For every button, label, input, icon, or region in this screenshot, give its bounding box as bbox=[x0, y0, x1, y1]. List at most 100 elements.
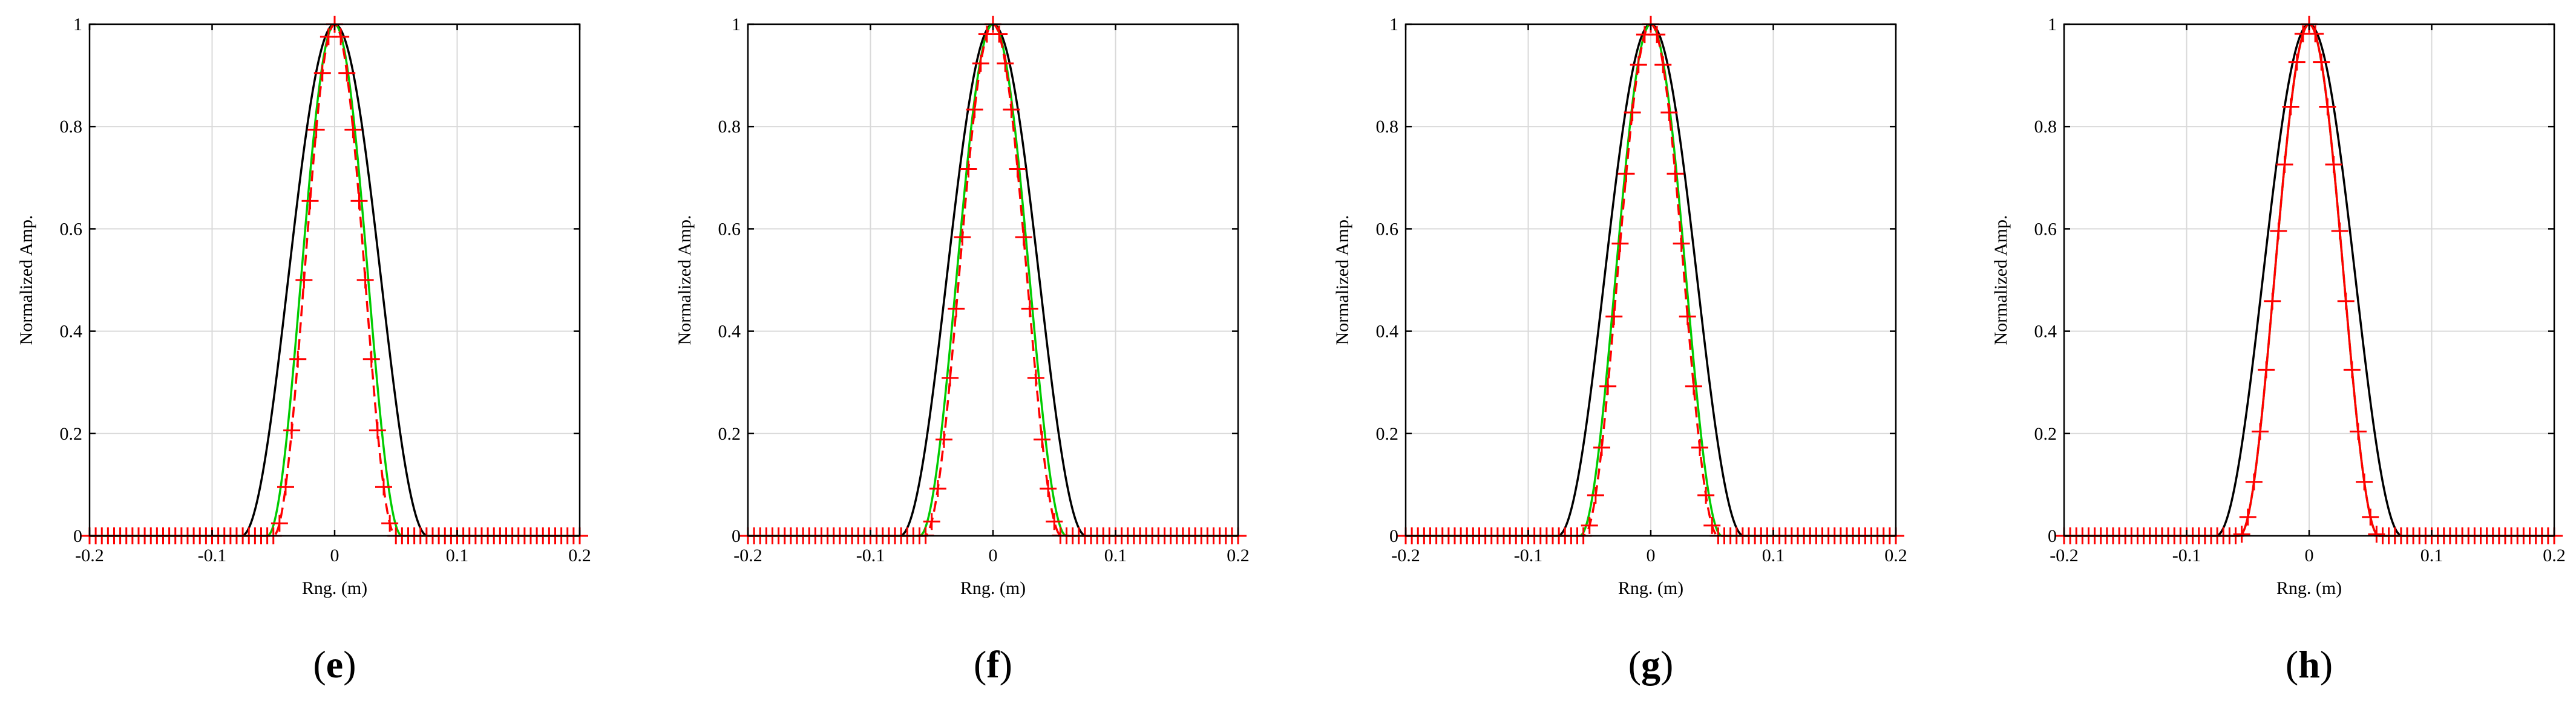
data-point-marker bbox=[2362, 508, 2379, 526]
data-point-marker bbox=[1611, 235, 1629, 252]
data-point-marker bbox=[295, 272, 313, 288]
panel-label-letter: h bbox=[2298, 643, 2320, 686]
data-point-marker bbox=[2307, 25, 2324, 42]
data-point-marker bbox=[301, 192, 319, 210]
x-tick-label: -0.2 bbox=[75, 546, 104, 565]
y-tick-label: 0.4 bbox=[1376, 322, 1399, 342]
panel-label-letter: e bbox=[326, 643, 343, 686]
data-point-marker bbox=[1581, 517, 1598, 534]
data-point-marker bbox=[2319, 98, 2336, 116]
x-tick-label: 0.2 bbox=[568, 546, 591, 565]
data-point-marker bbox=[1605, 308, 1623, 325]
y-tick-label: 0 bbox=[732, 526, 741, 546]
data-point-marker bbox=[2325, 156, 2342, 174]
panel-label-close-paren: ) bbox=[1660, 643, 1673, 686]
y-axis-label: Normalized Amp. bbox=[16, 215, 36, 345]
y-tick-label: 0 bbox=[1389, 526, 1398, 546]
x-tick-label: -0.1 bbox=[198, 546, 227, 565]
data-point-marker bbox=[1009, 160, 1026, 178]
y-tick-label: 0.8 bbox=[2034, 117, 2057, 137]
data-point-marker bbox=[356, 272, 374, 288]
data-point-marker bbox=[2350, 423, 2367, 440]
data-point-marker bbox=[270, 515, 288, 532]
y-tick-label: 0.4 bbox=[60, 322, 83, 342]
data-point-marker bbox=[1034, 431, 1050, 448]
data-point-marker bbox=[283, 422, 301, 439]
data-point-marker bbox=[1685, 377, 1702, 395]
y-tick-label: 0.4 bbox=[2034, 322, 2057, 342]
data-point-marker bbox=[2258, 361, 2275, 379]
data-point-marker bbox=[381, 515, 399, 532]
data-point-marker bbox=[1679, 308, 1696, 325]
y-tick-label: 0 bbox=[73, 526, 82, 546]
data-point-marker bbox=[375, 478, 392, 496]
data-point-marker bbox=[344, 121, 362, 139]
data-point-marker bbox=[972, 54, 989, 72]
data-point-marker bbox=[2356, 473, 2373, 491]
x-tick-label: 0.2 bbox=[2543, 546, 2566, 565]
panel-label-close-paren: ) bbox=[343, 643, 356, 686]
y-tick-label: 0 bbox=[2048, 526, 2057, 546]
x-tick-label: 0.1 bbox=[2420, 546, 2443, 565]
y-tick-label: 0.8 bbox=[1376, 117, 1399, 137]
x-tick-label: 0 bbox=[2305, 546, 2314, 565]
data-point-marker bbox=[2239, 508, 2256, 526]
data-point-marker bbox=[966, 101, 983, 119]
data-point-marker bbox=[2276, 156, 2293, 174]
y-axis-label: Normalized Amp. bbox=[1332, 215, 1352, 345]
data-point-marker bbox=[1660, 103, 1678, 121]
x-tick-label: -0.1 bbox=[1514, 546, 1543, 565]
data-point-marker bbox=[948, 300, 965, 318]
data-point-marker bbox=[1630, 56, 1647, 74]
data-point-marker bbox=[1697, 486, 1715, 504]
data-point-marker bbox=[1587, 486, 1604, 504]
x-axis-label: Rng. (m) bbox=[2276, 578, 2342, 598]
x-tick-label: 0.1 bbox=[1104, 546, 1127, 565]
data-point-marker bbox=[936, 431, 952, 448]
chart-panel-h: -0.2 -0.1 0 0.1 0.2 0 0.2 0.4 0.6 0.8 1 Rng. (m) Nor… bbox=[1991, 15, 2566, 686]
y-tick-label: 1 bbox=[2048, 15, 2057, 34]
y-axis-label: Normalized Amp. bbox=[1991, 215, 2011, 345]
y-tick-label: 0.2 bbox=[1376, 424, 1399, 444]
data-point-marker bbox=[2264, 292, 2281, 310]
data-point-marker bbox=[1673, 235, 1690, 252]
data-point-marker bbox=[1593, 439, 1610, 457]
x-axis-label: Rng. (m) bbox=[960, 578, 1026, 598]
y-tick-label: 0.6 bbox=[1376, 219, 1399, 239]
data-point-marker bbox=[1648, 26, 1666, 44]
panel-label-open-paren: ( bbox=[2286, 643, 2298, 686]
y-tick-label: 0.8 bbox=[718, 117, 741, 137]
x-tick-label: 0.1 bbox=[1762, 546, 1785, 565]
panel-label-letter: g bbox=[1641, 643, 1660, 686]
data-point-marker bbox=[1599, 377, 1617, 395]
data-point-marker bbox=[2337, 292, 2355, 310]
data-point-marker bbox=[942, 369, 959, 386]
panel-label: (e) bbox=[313, 643, 356, 686]
x-tick-label: 0.2 bbox=[1884, 546, 1907, 565]
data-point-marker bbox=[2331, 222, 2348, 240]
data-point-marker bbox=[2245, 473, 2263, 491]
data-point-marker bbox=[362, 350, 380, 368]
panel-label-open-paren: ( bbox=[1628, 643, 1641, 686]
data-point-marker bbox=[2270, 222, 2287, 240]
y-tick-label: 0.2 bbox=[2034, 424, 2057, 444]
y-tick-label: 1 bbox=[73, 15, 82, 34]
data-point-marker bbox=[1691, 439, 1708, 457]
data-point-marker bbox=[1015, 229, 1032, 246]
data-point-marker bbox=[332, 28, 350, 45]
chart-panel-g: -0.2 -0.1 0 0.1 0.2 0 0.2 0.4 0.6 0.8 1 Rng. (m) Nor… bbox=[1332, 15, 1907, 686]
data-point-marker bbox=[338, 64, 356, 82]
panel-label-open-paren: ( bbox=[974, 643, 986, 686]
x-tick-label: 0.2 bbox=[1227, 546, 1250, 565]
data-point-marker bbox=[277, 478, 294, 496]
y-tick-label: 0.4 bbox=[718, 322, 741, 342]
data-point-marker bbox=[1003, 101, 1020, 119]
data-point-marker bbox=[954, 229, 971, 246]
data-point-marker bbox=[1046, 513, 1063, 530]
data-point-marker bbox=[960, 160, 977, 178]
x-axis-label: Rng. (m) bbox=[302, 578, 367, 598]
data-point-marker bbox=[369, 422, 386, 439]
data-point-marker bbox=[2252, 423, 2269, 440]
data-point-marker bbox=[2343, 361, 2361, 379]
data-point-marker bbox=[1667, 165, 1684, 183]
